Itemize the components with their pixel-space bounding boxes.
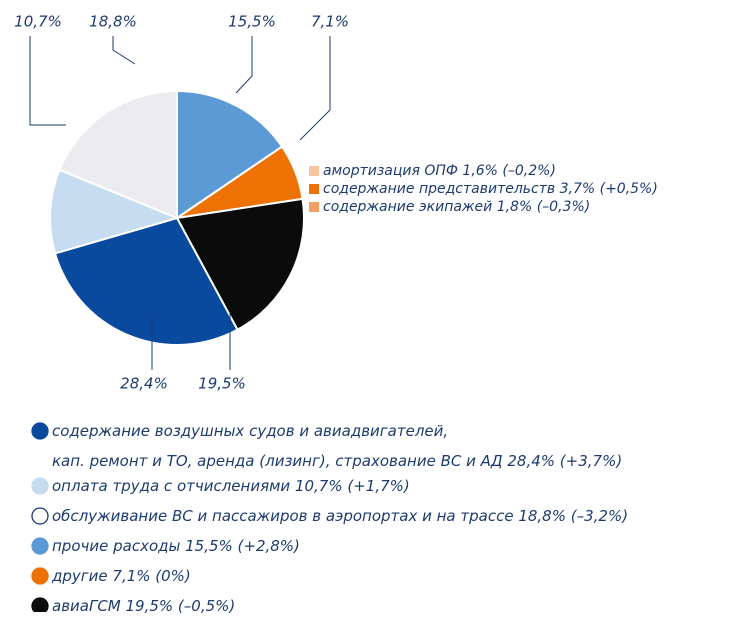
leader-line: [235, 36, 253, 94]
value-label: 28,4%: [120, 375, 168, 393]
detail-marker: [309, 184, 319, 194]
legend-marker: [31, 567, 49, 585]
legend-marker: [31, 477, 49, 495]
legend-label: оплата труда с отчислениями 10,7% (+1,7%…: [52, 477, 410, 495]
value-label: 15,5%: [228, 13, 276, 31]
pie-slice: [53, 216, 239, 346]
detail-marker: [309, 166, 319, 176]
detail-label: содержание представительств 3,7% (+0,5%): [323, 181, 658, 197]
legend-marker: [31, 597, 49, 612]
value-label: 7,1%: [311, 13, 349, 31]
pie-slice: [175, 197, 305, 332]
leader-line: [112, 36, 136, 65]
legend-label: другие 7,1% (0%): [52, 567, 191, 585]
pie-slice: [176, 89, 284, 220]
value-label: 18,8%: [89, 13, 137, 31]
pie-slice: [58, 89, 178, 220]
detail-marker: [309, 202, 319, 212]
leader-line: [299, 36, 331, 141]
legend-marker: [31, 537, 49, 555]
legend-label: содержание воздушных судов и авиадвигате…: [52, 422, 623, 470]
legend-label: прочие расходы 15,5% (+2,8%): [52, 537, 300, 555]
legend-label: авиаГСМ 19,5% (–0,5%): [52, 597, 236, 615]
legend-label: обслуживание ВС и пассажиров в аэропорта…: [52, 507, 629, 525]
leader-line: [29, 36, 66, 126]
detail-label: амортизация ОПФ 1,6% (–0,2%): [323, 163, 556, 179]
legend-marker: [31, 507, 49, 525]
value-label: 19,5%: [198, 375, 246, 393]
legend-marker: [31, 422, 49, 440]
pie-slice: [49, 168, 181, 255]
detail-label: содержание экипажей 1,8% (–0,3%): [323, 199, 590, 215]
value-label: 10,7%: [14, 13, 62, 31]
